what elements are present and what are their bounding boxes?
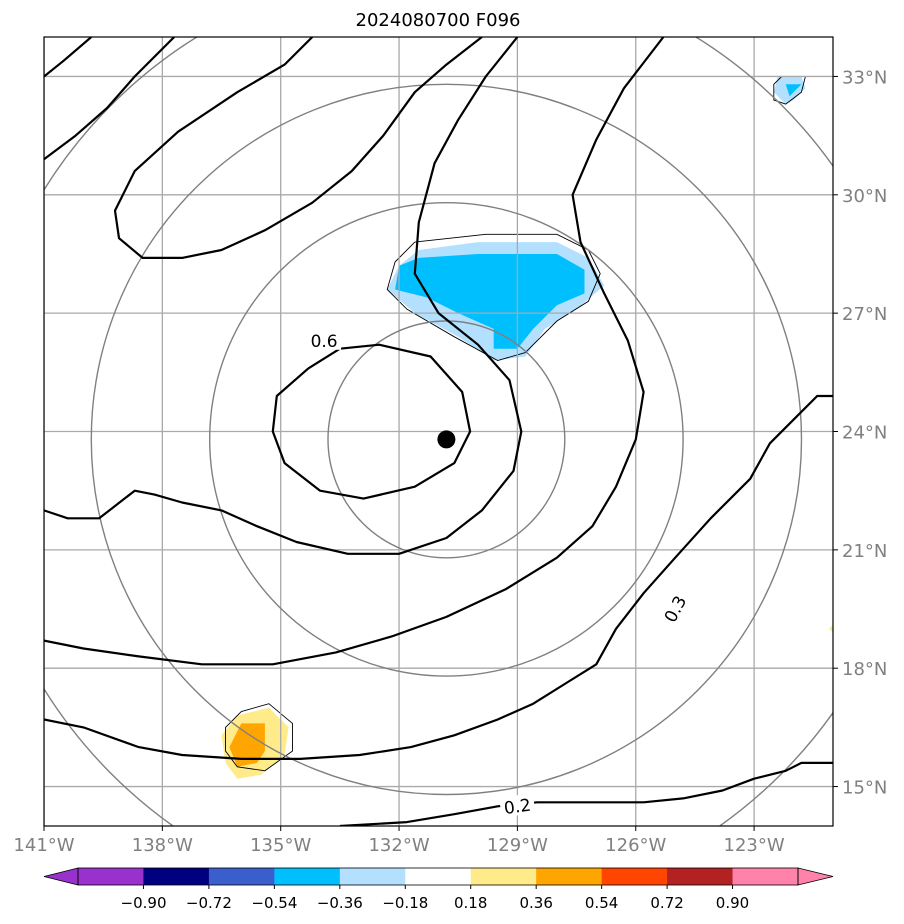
x-tick-label: 126°W (605, 835, 666, 856)
colorbar-tick-label: 0.72 (650, 894, 683, 912)
range-ring (327, 320, 566, 559)
contour-line (44, 37, 93, 78)
y-tick-label: 30°N (842, 186, 887, 207)
contour-line (44, 37, 175, 161)
contour-line (339, 761, 833, 826)
x-tick-label: 141°W (13, 835, 74, 856)
colorbar-tick-label: 0.54 (585, 894, 618, 912)
colorbar-segment (732, 868, 799, 885)
contour-label-bg (657, 588, 692, 629)
colorbar-under-arrow (43, 867, 79, 886)
contour-line (44, 37, 523, 555)
contour-label-bg (499, 793, 536, 818)
colorbar-segment (470, 868, 537, 885)
colorbar-tick-label: 0.18 (454, 894, 487, 912)
y-tick-label: 33°N (842, 67, 887, 88)
colorbar-tick-label: 0.36 (519, 894, 552, 912)
colorbar: −0.90 −0.72 −0.54 −0.36 −0.18 0.18 0.36 0.54 0.7… (43, 867, 834, 912)
contour-line (271, 343, 472, 500)
contour-line (44, 394, 833, 761)
contour-label-group: 0.6 (307, 329, 342, 352)
x-tick-label: 123°W (724, 835, 785, 856)
contour-line (113, 37, 483, 259)
colorbar-tick-label: 0.90 (716, 894, 749, 912)
chart-title: 2024080700 F096 (356, 10, 521, 31)
shaded-region (785, 84, 802, 97)
contour-label-group: 0.2 (499, 793, 536, 820)
y-tick-label: 15°N (842, 778, 887, 799)
axes: 141°W 138°W 135°W 132°W 129°W 126°W 123°W 15°N 1… (13, 67, 887, 856)
colorbar-segment (405, 868, 472, 885)
y-tick-label: 27°N (842, 304, 887, 325)
colorbar-segment (143, 868, 210, 885)
contour-label: 0.6 (311, 332, 338, 352)
y-tick-label: 24°N (842, 423, 887, 444)
y-tick-label: 18°N (842, 659, 887, 680)
x-tick-label: 138°W (132, 835, 193, 856)
contour-label-bg (307, 329, 342, 350)
colorbar-segment (78, 868, 144, 885)
colorbar-tick-label: −0.36 (317, 894, 363, 912)
colorbar-segment (208, 868, 275, 885)
x-tick-label: 129°W (487, 835, 548, 856)
colorbar-segment (339, 868, 406, 885)
shaded-region (395, 254, 585, 349)
colorbar-segment (274, 868, 341, 885)
shaded-region (229, 723, 265, 767)
shade-outline (225, 703, 293, 772)
colorbar-frame (77, 867, 799, 886)
colorbar-over-arrow (797, 867, 834, 886)
contour-label: 0.2 (503, 796, 533, 820)
y-tick-label: 21°N (842, 541, 887, 562)
colorbar-segment (601, 868, 668, 885)
colorbar-segment (536, 868, 603, 885)
range-ring (208, 201, 684, 677)
colorbar-tick-label: −0.54 (251, 894, 297, 912)
colorbar-tick-label: −0.90 (121, 894, 167, 912)
contour-label-group: 0.3 (657, 588, 692, 629)
x-tick-label: 135°W (250, 835, 311, 856)
contour-line (44, 37, 665, 666)
colorbar-tick-label: −0.18 (382, 894, 428, 912)
x-tick-label: 132°W (368, 835, 429, 856)
shade-outline (386, 233, 601, 361)
range-ring (90, 83, 803, 796)
storm-center-marker (437, 430, 456, 449)
colorbar-tick-label: −0.72 (186, 894, 232, 912)
colorbar-segment (667, 868, 734, 885)
shaded-region (829, 624, 833, 633)
